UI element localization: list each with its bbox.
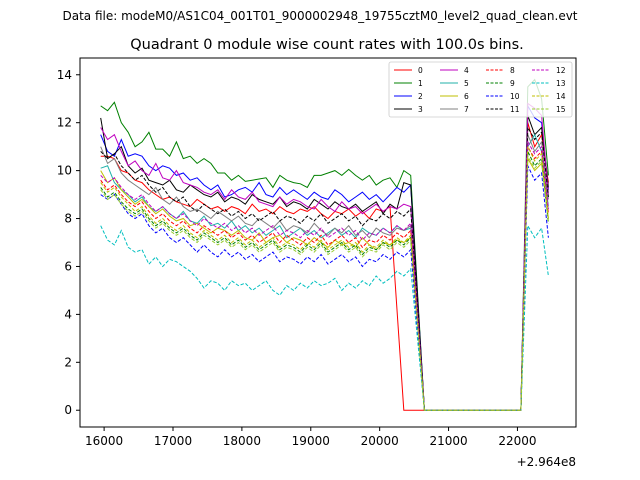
- x-tick-label: 18000: [223, 434, 261, 448]
- series-line-10: [100, 165, 549, 411]
- x-tick-label: 20000: [361, 434, 399, 448]
- series-line-7: [100, 134, 549, 411]
- series-line-13: [100, 223, 549, 411]
- x-axis: 16000 17000 18000 19000 20000 21000 22000: [85, 427, 537, 448]
- y-tick-label: 0: [64, 403, 72, 417]
- series-line-14: [100, 146, 549, 411]
- legend-label-8: 8: [510, 66, 515, 75]
- x-tick-label: 22000: [498, 434, 536, 448]
- legend-label-7: 7: [464, 105, 469, 114]
- series-line-9: [100, 151, 549, 411]
- plot-area: [100, 78, 549, 411]
- x-tick-label: 19000: [292, 434, 330, 448]
- x-tick-label: 17000: [154, 434, 192, 448]
- y-tick-label: 12: [57, 116, 72, 130]
- legend-label-6: 6: [464, 92, 469, 101]
- x-tick-label: 21000: [429, 434, 467, 448]
- legend-label-2: 2: [418, 92, 423, 101]
- legend-label-10: 10: [510, 92, 520, 101]
- legend-box: [388, 61, 573, 118]
- series-line-2: [100, 104, 549, 411]
- legend-label-12: 12: [556, 66, 566, 75]
- axes-frame: [79, 57, 577, 428]
- series-line-6: [100, 156, 549, 411]
- series-line-11: [100, 125, 549, 411]
- legend-label-15: 15: [556, 105, 566, 114]
- y-tick-label: 14: [57, 68, 72, 82]
- y-tick-label: 6: [64, 259, 72, 273]
- series-line-15: [100, 154, 549, 411]
- series-line-4: [100, 102, 549, 411]
- legend-label-0: 0: [418, 66, 423, 75]
- legend-label-9: 9: [510, 79, 515, 88]
- y-tick-label: 4: [64, 307, 72, 321]
- chart-title: Quadrant 0 module wise count rates with …: [130, 37, 524, 53]
- series-line-1: [100, 78, 549, 411]
- legend-label-11: 11: [510, 105, 520, 114]
- y-axis: 0 2 4 6 8 10 12 14: [57, 68, 80, 417]
- y-tick-label: 10: [57, 164, 72, 178]
- y-tick-label: 8: [64, 212, 72, 226]
- legend-label-13: 13: [556, 79, 566, 88]
- x-tick-label: 16000: [85, 434, 123, 448]
- legend-label-1: 1: [418, 79, 423, 88]
- series-line-0: [100, 122, 549, 411]
- series-line-5: [100, 133, 549, 411]
- legend-label-4: 4: [464, 66, 469, 75]
- legend-label-5: 5: [464, 79, 469, 88]
- legend-label-3: 3: [418, 105, 423, 114]
- legend-label-14: 14: [556, 92, 566, 101]
- series-line-8: [100, 144, 549, 411]
- series-line-12: [100, 140, 549, 411]
- series-line-3: [100, 115, 549, 411]
- x-axis-offset-label: +2.964e8: [517, 455, 576, 469]
- y-tick-label: 2: [64, 355, 72, 369]
- chart-suptitle: Data file: modeM0/AS1C04_001T01_90000029…: [62, 9, 577, 23]
